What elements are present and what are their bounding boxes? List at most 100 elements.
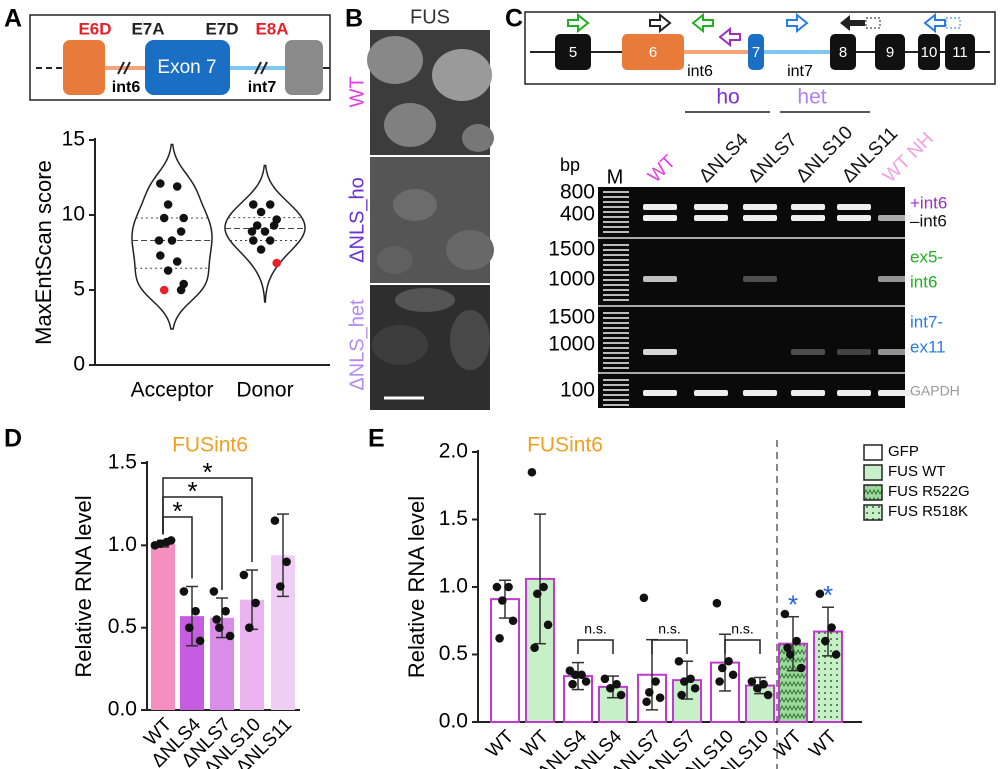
x-tick-label: WT (482, 726, 518, 762)
data-point (786, 650, 795, 659)
data-point (655, 693, 665, 702)
data-point (712, 598, 722, 608)
ladder-band (603, 274, 629, 276)
y-axis-label: MaxEntScan score (31, 160, 56, 345)
data-point (249, 200, 258, 209)
x-tick-label: Donor (236, 379, 293, 402)
data-point (191, 606, 200, 616)
band-label: –int6 (910, 211, 947, 230)
size-label: 1000 (548, 333, 595, 356)
exon-diagram: Exon 7 int6 int7 (29, 14, 331, 101)
data-point (185, 623, 194, 632)
data-point (156, 251, 165, 260)
ladder-band (603, 379, 629, 381)
data-point (159, 285, 169, 295)
band-label: int6 (910, 272, 937, 291)
data-point (677, 690, 686, 700)
data-point (527, 467, 537, 477)
gel-band (837, 204, 871, 210)
bracket (724, 639, 761, 654)
y-tick-label: 0.0 (439, 710, 468, 733)
x-tick-label: WT (805, 726, 841, 762)
ladder-band (603, 327, 629, 329)
data-point (831, 650, 841, 659)
data-point (780, 609, 790, 619)
data-point (715, 677, 724, 686)
bracket (162, 477, 253, 563)
gel (598, 187, 912, 408)
data-point (783, 643, 792, 653)
bar (151, 543, 175, 710)
legend-swatch (863, 484, 883, 501)
significance: * (823, 580, 833, 610)
ladder-band (603, 231, 629, 233)
legend-swatch (863, 464, 883, 481)
data-point (272, 258, 282, 268)
data-point (674, 656, 684, 666)
gel-band (743, 390, 777, 396)
ladder-band (603, 367, 629, 369)
error-bar (787, 615, 799, 672)
data-point (209, 587, 219, 596)
data-point (256, 245, 266, 254)
ladder-band (603, 196, 629, 198)
site-label: E7D (205, 19, 238, 38)
data-point (728, 670, 738, 680)
ladder-band (603, 362, 629, 364)
data-point (747, 677, 757, 686)
exon-label: Exon 7 (157, 57, 216, 78)
ladder-band (603, 342, 629, 344)
ladder-band (603, 389, 629, 391)
data-point (504, 582, 513, 592)
data-point (247, 227, 257, 236)
data-point (568, 679, 577, 689)
data-point (195, 636, 205, 646)
exon-label: 10 (921, 44, 938, 61)
data-point (156, 179, 165, 188)
ladder-band (603, 191, 629, 193)
data-point (600, 674, 610, 684)
panel-label: B (345, 5, 363, 33)
data-point (225, 631, 235, 641)
data-point (251, 598, 260, 608)
gel-band (791, 204, 825, 210)
data-point (249, 236, 258, 245)
ladder-band (603, 216, 629, 218)
data-point (239, 570, 249, 580)
data-point (179, 213, 188, 223)
ladder-band (603, 284, 629, 286)
exon-label: 11 (952, 44, 968, 61)
data-point (276, 582, 285, 591)
site-label: E8A (255, 19, 288, 38)
group-label: ho (716, 86, 739, 109)
gel-band (694, 204, 728, 210)
chart-title: FUSint6 (527, 434, 603, 457)
y-tick-label: 5 (73, 278, 85, 301)
gel-band (643, 215, 677, 221)
intron-label: int6 (112, 79, 141, 96)
micrographs (367, 30, 494, 410)
violin (224, 164, 306, 303)
data-point (753, 683, 762, 693)
group-label: het (797, 86, 826, 109)
exon-label: 9 (886, 44, 894, 61)
data-point (759, 679, 768, 689)
y-tick-label: 0.0 (108, 698, 137, 721)
data-point (792, 636, 801, 646)
ladder-band (603, 352, 629, 354)
significance: * (172, 496, 182, 526)
panel-label: E (368, 425, 385, 453)
gel-band (743, 215, 777, 221)
exon-label: 7 (752, 44, 760, 61)
row-label: ΔNLS_ho (346, 177, 368, 263)
data-point (543, 620, 553, 630)
band-label: GAPDH (910, 383, 960, 399)
data-point (270, 516, 280, 525)
y-tick-label: 0.5 (439, 642, 468, 665)
size-label: 800 (560, 181, 595, 204)
data-point (282, 557, 291, 567)
data-point (245, 623, 254, 632)
ladder-band (603, 259, 629, 261)
ladder-band (603, 299, 629, 301)
